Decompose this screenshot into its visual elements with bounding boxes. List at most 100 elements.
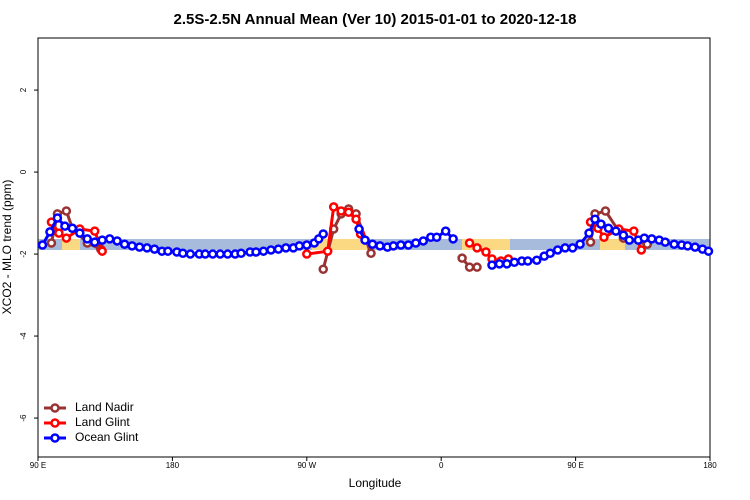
legend-marker <box>50 403 60 413</box>
point <box>61 233 72 243</box>
point <box>97 246 107 256</box>
point <box>82 234 93 244</box>
point <box>560 243 570 253</box>
point <box>351 214 361 224</box>
point <box>37 240 48 250</box>
point <box>647 234 657 244</box>
point <box>603 223 614 233</box>
x-tick-label: 90 E <box>30 461 46 470</box>
point <box>600 206 611 216</box>
legend-label: Ocean Glint <box>75 430 139 444</box>
point <box>222 249 233 259</box>
point <box>481 247 491 257</box>
point <box>509 257 520 268</box>
point <box>660 237 670 247</box>
point <box>624 235 635 245</box>
point <box>52 213 63 223</box>
point <box>464 238 475 248</box>
point <box>464 262 475 272</box>
x-axis-label: Longitude <box>349 476 402 490</box>
point <box>494 259 505 269</box>
point <box>599 232 609 243</box>
point <box>302 249 312 259</box>
x-tick-label: 180 <box>166 461 180 470</box>
point <box>266 245 276 255</box>
point <box>354 224 364 234</box>
x-tick-label: 90 W <box>297 461 316 470</box>
y-tick-label: -4 <box>19 332 28 340</box>
point <box>294 241 305 251</box>
band <box>312 239 367 250</box>
point <box>251 247 261 257</box>
point <box>545 248 555 258</box>
legend-label: Land Glint <box>75 415 130 429</box>
legend-marker <box>50 433 60 443</box>
point <box>61 206 72 216</box>
point <box>207 249 218 259</box>
x-tick-label: 90 E <box>567 461 583 470</box>
point <box>318 229 328 239</box>
point <box>318 264 328 274</box>
point <box>178 248 188 258</box>
point <box>396 240 406 250</box>
point <box>281 243 291 253</box>
point <box>45 227 55 237</box>
point <box>46 238 57 248</box>
point <box>629 226 639 236</box>
point <box>418 236 429 246</box>
point <box>134 242 145 252</box>
y-tick-label: -2 <box>19 250 28 258</box>
point <box>487 260 497 270</box>
point <box>585 237 596 247</box>
point <box>388 241 399 251</box>
point <box>367 239 378 249</box>
point <box>89 237 100 247</box>
point <box>567 243 578 253</box>
legend-marker <box>50 418 60 428</box>
point <box>596 219 606 229</box>
point <box>200 249 211 259</box>
point <box>127 241 137 251</box>
x-tick-label: 0 <box>439 461 444 470</box>
point <box>448 234 458 244</box>
point <box>236 248 246 258</box>
point <box>552 245 563 255</box>
point <box>60 221 70 231</box>
point <box>502 259 512 269</box>
point <box>611 226 621 236</box>
point <box>523 256 533 266</box>
point <box>258 246 269 256</box>
point <box>112 236 122 246</box>
y-tick-label: 2 <box>19 87 28 92</box>
point <box>703 246 714 256</box>
point <box>457 253 467 263</box>
point <box>590 214 600 224</box>
point <box>472 262 482 272</box>
band <box>462 239 510 250</box>
point <box>54 228 64 238</box>
point <box>411 238 421 248</box>
point <box>669 239 679 249</box>
point <box>532 255 542 265</box>
y-axis-label: XCO2 - MLO trend (ppm) <box>0 180 14 315</box>
point <box>403 240 414 250</box>
point <box>273 244 284 254</box>
point <box>575 239 585 249</box>
point <box>97 235 107 245</box>
point <box>440 226 451 236</box>
point <box>682 241 693 251</box>
chart-title: 2.5S-2.5N Annual Mean (Ver 10) 2015-01-0… <box>174 11 577 28</box>
point <box>639 233 650 243</box>
point <box>618 230 629 240</box>
point <box>336 206 346 216</box>
point <box>343 207 354 217</box>
point <box>185 249 196 259</box>
point <box>302 240 312 250</box>
y-tick-label: -6 <box>19 414 28 422</box>
point <box>67 223 78 233</box>
point <box>119 239 130 249</box>
legend-label: Land Nadir <box>75 400 134 414</box>
point <box>472 243 482 253</box>
